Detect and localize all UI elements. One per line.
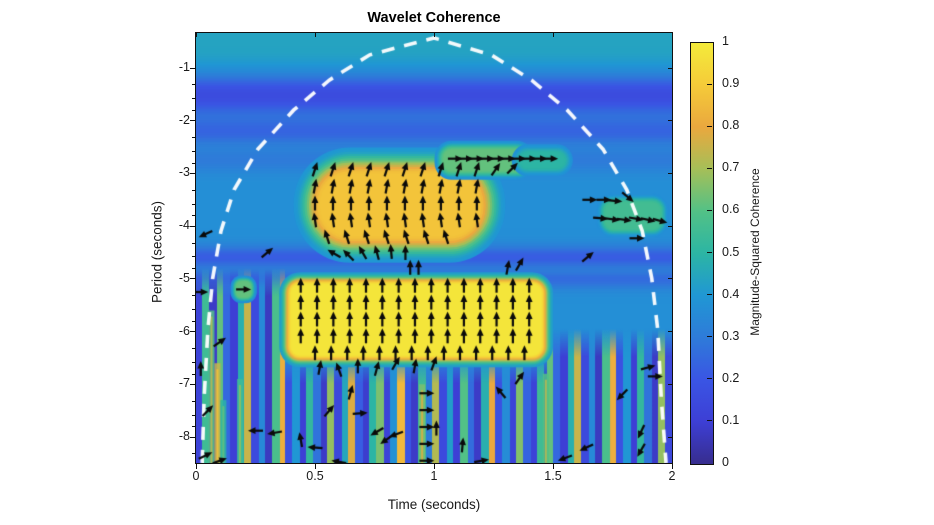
- y-minor-tick-mark: [192, 84, 195, 86]
- x-tick-label: 1: [430, 469, 438, 483]
- colorbar-tick-mark: [707, 167, 712, 169]
- y-tick-label: -8: [178, 429, 190, 443]
- x-tick-mark: [314, 464, 316, 469]
- colorbar-tick-label: 0.8: [722, 118, 740, 133]
- y-minor-tick-mark: [192, 189, 195, 191]
- x-axis-label: Time (seconds): [387, 497, 481, 512]
- colorbar-tick-label: 0: [722, 455, 729, 469]
- y-minor-tick-mark: [192, 414, 195, 416]
- colorbar-tick-mark: [707, 420, 712, 422]
- colorbar-tick-mark: [707, 252, 712, 253]
- x-tick-label: 2: [668, 469, 676, 483]
- x-tick-mark-top: [671, 33, 673, 37]
- y-minor-tick-mark: [192, 110, 195, 112]
- y-minor-tick-mark: [192, 215, 195, 217]
- x-tick-label: 0.5: [306, 469, 324, 483]
- y-minor-tick-mark: [192, 373, 195, 375]
- y-tick-label: -6: [178, 323, 190, 338]
- y-tick-label: -4: [178, 218, 190, 233]
- y-minor-tick-mark: [192, 295, 195, 297]
- y-minor-tick-mark: [192, 98, 195, 100]
- colorbar: [690, 42, 714, 465]
- y-tick-mark: [190, 383, 195, 385]
- colorbar-tick-label: 0.9: [722, 76, 740, 91]
- y-tick-mark: [190, 120, 195, 122]
- x-tick-mark-top: [314, 33, 316, 37]
- y-tick-label: -3: [178, 165, 190, 180]
- coherence-heatmap-canvas: [196, 33, 672, 463]
- y-tick-mark-right: [668, 383, 672, 385]
- y-tick-label: -2: [178, 112, 190, 127]
- y-minor-tick-mark: [192, 426, 195, 428]
- y-minor-tick-mark: [192, 361, 195, 363]
- y-minor-tick-mark: [192, 268, 195, 270]
- colorbar-tick-label: 0.1: [722, 412, 740, 427]
- y-minor-tick-mark: [192, 162, 195, 164]
- y-tick-mark-right: [668, 278, 672, 280]
- y-minor-tick-mark: [192, 151, 195, 153]
- x-tick-mark-top: [195, 33, 197, 37]
- plot-axes-box: [195, 32, 673, 464]
- colorbar-tick-label: 0.4: [722, 286, 740, 301]
- y-tick-label: -5: [178, 270, 190, 285]
- y-tick-label: -1: [178, 60, 190, 74]
- y-minor-tick-mark: [192, 320, 195, 322]
- x-tick-label: 1.5: [544, 469, 562, 483]
- y-tick-mark: [190, 67, 195, 69]
- y-minor-tick-mark: [192, 242, 195, 244]
- y-tick-mark: [190, 331, 195, 333]
- y-tick-mark-right: [668, 225, 672, 227]
- colorbar-tick-mark: [707, 83, 712, 85]
- y-tick-mark: [190, 225, 195, 227]
- x-tick-label: 0: [192, 469, 200, 483]
- colorbar-tick-mark: [707, 209, 712, 211]
- y-minor-tick-mark: [192, 348, 195, 350]
- y-minor-tick-mark: [192, 256, 195, 258]
- y-minor-tick-mark: [192, 203, 195, 205]
- y-minor-tick-mark: [192, 400, 195, 402]
- x-tick-mark: [433, 464, 435, 469]
- y-tick-mark-right: [668, 67, 672, 69]
- colorbar-tick-label: 0.2: [722, 370, 740, 385]
- colorbar-tick-mark: [707, 125, 712, 127]
- colorbar-tick-label: 0.6: [722, 202, 740, 217]
- y-tick-mark-right: [668, 436, 672, 438]
- y-tick-mark: [190, 278, 195, 280]
- x-tick-mark: [671, 464, 673, 469]
- y-minor-tick-mark: [192, 137, 195, 139]
- x-tick-mark-top: [552, 33, 554, 37]
- x-tick-mark: [195, 464, 197, 469]
- colorbar-tick-label: 0.3: [722, 328, 740, 343]
- y-minor-tick-mark: [192, 453, 195, 455]
- x-tick-mark: [552, 464, 554, 469]
- colorbar-tick-label: 0.7: [722, 160, 740, 175]
- colorbar-tick-mark: [707, 336, 712, 338]
- x-tick-mark-top: [433, 33, 435, 37]
- y-tick-mark-right: [668, 120, 672, 122]
- colorbar-tick-label: 0.5: [722, 244, 740, 259]
- y-tick-mark-right: [668, 172, 672, 174]
- y-tick-mark-right: [668, 331, 672, 333]
- y-tick-mark: [190, 436, 195, 438]
- colorbar-tick-label: 1: [722, 34, 729, 48]
- colorbar-label: Magnitude-Squared Coherence: [748, 168, 762, 336]
- colorbar-tick-mark: [707, 378, 712, 380]
- chart-title: Wavelet Coherence: [367, 10, 501, 26]
- y-tick-mark: [190, 172, 195, 174]
- y-minor-tick-mark: [192, 309, 195, 311]
- y-tick-label: -7: [178, 376, 190, 391]
- y-axis-label: Period (seconds): [149, 200, 165, 304]
- colorbar-tick-mark: [707, 294, 712, 296]
